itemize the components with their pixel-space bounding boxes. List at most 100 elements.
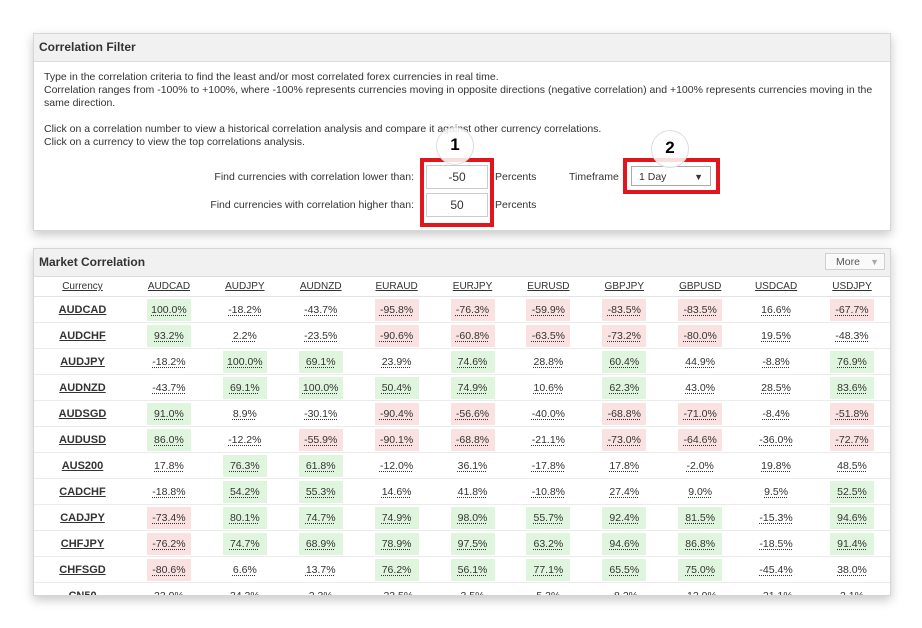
correlation-value-link[interactable]: 38.0% xyxy=(837,563,867,576)
correlation-value-link[interactable]: -64.6% xyxy=(678,428,723,451)
correlation-value-link[interactable]: -8.4% xyxy=(762,407,790,420)
correlation-value-link[interactable]: -18.8% xyxy=(152,485,186,498)
correlation-value-link[interactable]: -60.8% xyxy=(450,324,495,347)
correlation-value-link[interactable]: 28.8% xyxy=(533,355,564,368)
correlation-value-link[interactable]: 55.7% xyxy=(526,506,571,529)
correlation-value-link[interactable]: 36.1% xyxy=(457,459,488,472)
correlation-value-link[interactable]: 2.2% xyxy=(232,329,257,342)
correlation-value-link[interactable]: 74.9% xyxy=(374,506,419,529)
correlation-value-link[interactable]: -43.7% xyxy=(304,303,338,316)
correlation-value-link[interactable]: -68.8% xyxy=(450,428,495,451)
correlation-value-link[interactable]: -45.4% xyxy=(759,563,793,576)
correlation-value-link[interactable]: 3.5% xyxy=(460,589,485,596)
correlation-value-link[interactable]: 27.4% xyxy=(609,485,640,498)
correlation-value-link[interactable]: 9.5% xyxy=(764,485,789,498)
correlation-value-link[interactable]: 98.0% xyxy=(450,506,495,529)
correlation-value-link[interactable]: 74.6% xyxy=(450,350,495,373)
correlation-value-link[interactable]: -18.5% xyxy=(759,537,793,550)
correlation-value-link[interactable]: -12.9% xyxy=(683,589,717,596)
correlation-value-link[interactable]: 19.5% xyxy=(761,329,791,342)
correlation-value-link[interactable]: 76.3% xyxy=(222,454,267,477)
currency-link[interactable]: CN50 xyxy=(34,582,131,595)
correlation-value-link[interactable]: -83.5% xyxy=(678,298,723,321)
currency-link[interactable]: CHFJPY xyxy=(34,530,131,557)
column-header-pair[interactable]: USDCAD xyxy=(738,277,815,297)
correlation-value-link[interactable]: 91.0% xyxy=(146,402,191,425)
correlation-value-link[interactable]: 68.9% xyxy=(298,532,343,555)
column-header-pair[interactable]: USDJPY xyxy=(814,277,890,297)
currency-link[interactable]: AUDCAD xyxy=(34,296,131,323)
correlation-value-link[interactable]: 17.8% xyxy=(154,459,184,472)
correlation-value-link[interactable]: -55.9% xyxy=(298,428,343,451)
correlation-value-link[interactable]: -73.2% xyxy=(602,324,647,347)
column-header-pair[interactable]: EURJPY xyxy=(434,277,511,297)
correlation-value-link[interactable]: 43.0% xyxy=(685,381,716,394)
column-header-pair[interactable]: GBPUSD xyxy=(662,277,739,297)
correlation-value-link[interactable]: 2.3% xyxy=(308,589,333,596)
column-header-pair[interactable]: GBPJPY xyxy=(586,277,663,297)
correlation-value-link[interactable]: 34.2% xyxy=(229,589,260,596)
correlation-value-link[interactable]: 76.9% xyxy=(830,350,874,373)
correlation-value-link[interactable]: -18.2% xyxy=(228,303,262,316)
correlation-value-link[interactable]: -80.0% xyxy=(678,324,723,347)
correlation-value-link[interactable]: -23.5% xyxy=(304,329,338,342)
correlation-value-link[interactable]: 6.6% xyxy=(232,563,257,576)
correlation-value-link[interactable]: -43.7% xyxy=(152,381,186,394)
correlation-value-link[interactable]: 8.9% xyxy=(232,407,257,420)
correlation-value-link[interactable]: 61.8% xyxy=(298,454,343,477)
correlation-value-link[interactable]: 86.0% xyxy=(146,428,191,451)
correlation-value-link[interactable]: -17.8% xyxy=(531,459,566,472)
correlation-value-link[interactable]: -73.4% xyxy=(146,506,191,529)
column-header-pair[interactable]: EURUSD xyxy=(510,277,587,297)
correlation-value-link[interactable]: 94.6% xyxy=(602,532,647,555)
correlation-value-link[interactable]: 50.4% xyxy=(374,376,419,399)
correlation-value-link[interactable]: 44.9% xyxy=(685,355,716,368)
correlation-value-link[interactable]: 14.6% xyxy=(381,485,412,498)
higher-than-input[interactable] xyxy=(426,193,488,217)
correlation-value-link[interactable]: -71.0% xyxy=(678,402,723,425)
correlation-value-link[interactable]: -15.3% xyxy=(759,511,793,524)
correlation-value-link[interactable]: -48.3% xyxy=(835,329,869,342)
correlation-value-link[interactable]: 92.4% xyxy=(602,506,647,529)
correlation-value-link[interactable]: 74.9% xyxy=(450,376,495,399)
correlation-value-link[interactable]: 5.3% xyxy=(536,589,561,596)
correlation-value-link[interactable]: 81.5% xyxy=(678,506,723,529)
correlation-value-link[interactable]: 13.7% xyxy=(305,563,336,576)
correlation-value-link[interactable]: 86.8% xyxy=(678,532,723,555)
correlation-value-link[interactable]: -76.2% xyxy=(146,532,191,555)
correlation-value-link[interactable]: 76.2% xyxy=(374,558,419,581)
column-header-pair[interactable]: EURAUD xyxy=(358,277,435,297)
correlation-value-link[interactable]: -90.6% xyxy=(374,324,419,347)
correlation-value-link[interactable]: -80.6% xyxy=(146,558,191,581)
correlation-value-link[interactable]: -59.9% xyxy=(526,298,571,321)
correlation-value-link[interactable]: -51.8% xyxy=(830,402,874,425)
correlation-value-link[interactable]: -21.1% xyxy=(759,589,793,596)
correlation-value-link[interactable]: -68.8% xyxy=(602,402,647,425)
correlation-value-link[interactable]: -8.2% xyxy=(610,589,638,596)
correlation-value-link[interactable]: -67.7% xyxy=(830,298,874,321)
correlation-value-link[interactable]: -90.4% xyxy=(374,402,419,425)
correlation-value-link[interactable]: 94.6% xyxy=(830,506,874,529)
correlation-value-link[interactable]: -83.5% xyxy=(602,298,647,321)
correlation-value-link[interactable]: 91.4% xyxy=(830,532,874,555)
correlation-value-link[interactable]: 100.0% xyxy=(146,298,191,321)
correlation-value-link[interactable]: 69.1% xyxy=(298,350,343,373)
currency-link[interactable]: AUDCHF xyxy=(34,322,131,349)
correlation-value-link[interactable]: -12.0% xyxy=(379,459,414,472)
correlation-value-link[interactable]: -2.0% xyxy=(686,459,714,472)
correlation-value-link[interactable]: 19.8% xyxy=(761,459,791,472)
correlation-value-link[interactable]: 83.6% xyxy=(830,376,874,399)
currency-link[interactable]: AUS200 xyxy=(34,452,131,479)
currency-link[interactable]: AUDNZD xyxy=(34,374,131,401)
correlation-value-link[interactable]: 100.0% xyxy=(222,350,267,373)
correlation-value-link[interactable]: 74.7% xyxy=(298,506,343,529)
correlation-value-link[interactable]: 56.1% xyxy=(450,558,495,581)
correlation-value-link[interactable]: -18.2% xyxy=(152,355,186,368)
correlation-value-link[interactable]: -76.3% xyxy=(450,298,495,321)
correlation-value-link[interactable]: 9.0% xyxy=(688,485,713,498)
correlation-value-link[interactable]: -36.0% xyxy=(759,433,793,446)
lower-than-input[interactable] xyxy=(426,165,488,189)
currency-link[interactable]: CADCHF xyxy=(34,478,131,505)
column-header-pair[interactable]: AUDJPY xyxy=(206,277,283,297)
column-header-pair[interactable]: AUDNZD xyxy=(282,277,359,297)
